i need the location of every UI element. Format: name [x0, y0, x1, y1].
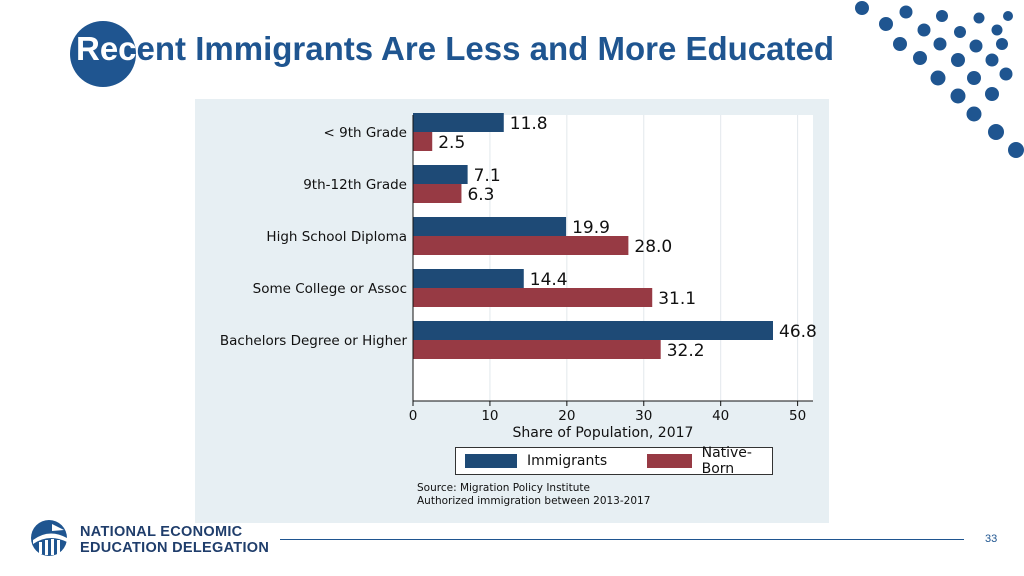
- data-label-native-born-9th-grade: 2.5: [438, 133, 465, 153]
- x-axis-title: Share of Population, 2017: [513, 425, 694, 441]
- bar-native-born-9th-12th-grade: [413, 184, 462, 203]
- bar-immigrants-some-college-or-assoc: [413, 269, 524, 288]
- category-label-bachelors-degree-or-higher: Bachelors Degree or Higher: [220, 333, 408, 349]
- x-tick-label: 10: [481, 408, 498, 424]
- organization-logo-icon: [31, 520, 67, 556]
- legend-item-native-born: Native-Born: [647, 445, 772, 477]
- footer-divider: [280, 539, 964, 540]
- bar-native-born-high-school-diploma: [413, 236, 629, 255]
- bar-immigrants-9th-12th-grade: [413, 165, 468, 184]
- bar-immigrants-bachelors-degree-or-higher: [413, 321, 773, 340]
- x-tick-label: 50: [789, 408, 806, 424]
- data-label-native-born-9th-12th-grade: 6.3: [467, 185, 494, 205]
- bar-native-born-some-college-or-assoc: [413, 288, 653, 307]
- legend-swatch-native-born: [647, 454, 692, 468]
- title-accent-circle: [70, 21, 136, 87]
- bar-native-born-9th-grade: [413, 132, 433, 151]
- data-label-immigrants-high-school-diploma: 19.9: [572, 218, 610, 238]
- organization-name-line1: NATIONAL ECONOMIC: [80, 524, 243, 540]
- organization-name-line2: EDUCATION DELEGATION: [80, 540, 270, 556]
- legend-swatch-immigrants: [465, 454, 517, 468]
- bar-chart: < 9th Grade 11.8 2.5 9th-12th Grade 7.16.3 Hi…: [220, 113, 817, 441]
- page-number: 33: [985, 533, 998, 545]
- category-label-9th-grade: < 9th Grade: [324, 125, 408, 141]
- bar-native-born-bachelors-degree-or-higher: [413, 340, 661, 359]
- chart-legend: Immigrants Native-Born: [455, 445, 773, 477]
- x-tick-label: 40: [712, 408, 729, 424]
- x-tick-label: 30: [635, 408, 652, 424]
- data-label-native-born-high-school-diploma: 28.0: [634, 237, 672, 257]
- x-tick-label: 0: [409, 408, 418, 424]
- bar-immigrants-9th-grade: [413, 113, 504, 132]
- organization-name: NATIONAL ECONOMIC EDUCATION DELEGATION: [80, 524, 269, 556]
- data-label-immigrants-9th-12th-grade: 7.1: [474, 166, 501, 186]
- legend-label-immigrants: Immigrants: [527, 453, 608, 469]
- data-label-immigrants-some-college-or-assoc: 14.4: [530, 270, 568, 290]
- category-label-9th-12th-grade: 9th-12th Grade: [303, 177, 407, 193]
- data-label-native-born-bachelors-degree-or-higher: 32.2: [667, 341, 705, 361]
- decorative-dot-pattern: [855, 1, 1024, 158]
- legend-item-immigrants: Immigrants: [465, 453, 607, 469]
- x-tick-label: 20: [558, 408, 575, 424]
- category-label-some-college-or-assoc: Some College or Assoc: [253, 281, 407, 297]
- slide-title-rest: ent Immigrants Are Less and More Educate…: [136, 30, 834, 67]
- chart-period-note: Authorized immigration between 2013-2017: [417, 495, 651, 507]
- data-label-immigrants-9th-grade: 11.8: [510, 114, 548, 134]
- chart-source-notes: Source: Migration Policy Institute Autho…: [417, 482, 650, 508]
- bar-immigrants-high-school-diploma: [413, 217, 567, 236]
- chart-source-note: Source: Migration Policy Institute: [417, 482, 590, 494]
- data-label-immigrants-bachelors-degree-or-higher: 46.8: [779, 322, 817, 342]
- slide-title: Recent Immigrants Are Less and More Educ…: [76, 30, 834, 68]
- slide-title-highlight: Rec: [76, 30, 137, 67]
- legend-label-native-born: Native-Born: [701, 445, 752, 477]
- category-label-high-school-diploma: High School Diploma: [266, 229, 407, 245]
- chart-panel: < 9th Grade 11.8 2.5 9th-12th Grade 7.1 6.3 Hi…: [195, 99, 829, 523]
- data-label-native-born-some-college-or-assoc: 31.1: [658, 289, 696, 309]
